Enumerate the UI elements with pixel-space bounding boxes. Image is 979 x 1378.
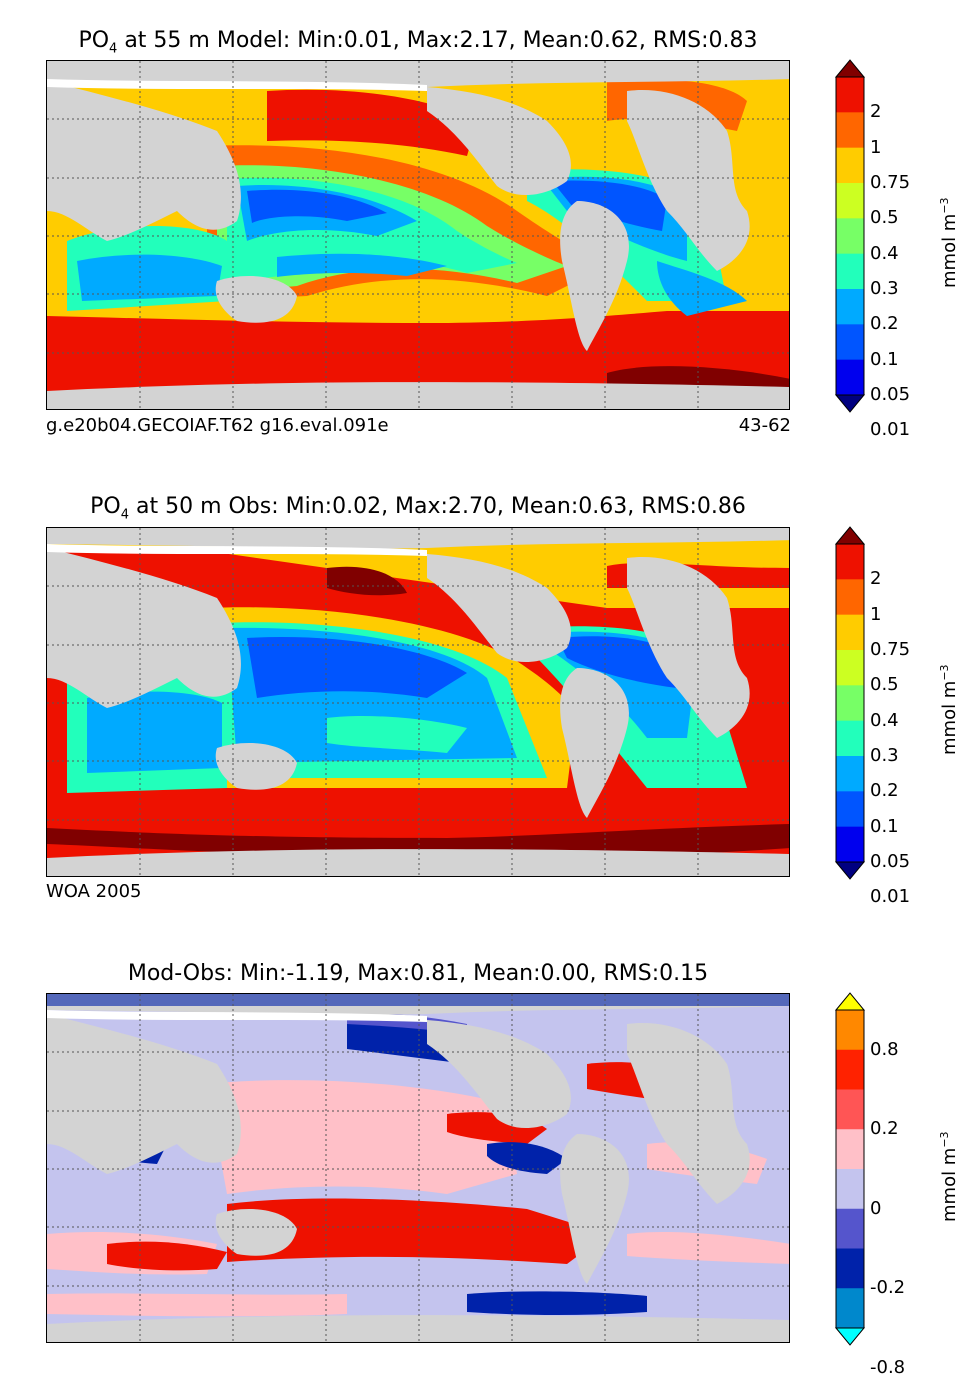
colorbar-segment [836,1208,864,1249]
colorbar-segment [836,791,864,828]
colorbar-tick-label: 0.3 [870,278,899,299]
colorbar-segment [836,1049,864,1090]
colorbar-tick-label: 0.2 [870,780,899,802]
colorbar-tick-label: -0.2 [870,1277,906,1299]
colorbar-segment [836,289,864,325]
colorbar-segment [836,359,864,396]
map-diff [46,993,790,1343]
colorbar-segment [836,147,864,184]
colorbar-tick-label: -0.8 [870,1356,906,1378]
colorbar-segment [836,1010,864,1051]
map-model [46,60,790,410]
colorbar-segment [836,253,864,290]
colorbar-segment [836,218,864,255]
colorbar-unit-label: mmol m−3 [938,664,960,755]
colorbar-tick-label: 0.1 [870,815,899,837]
colorbar-tick-label: 0.75 [870,639,911,660]
colorbar-segment [836,756,864,792]
colorbar-segment [836,324,864,361]
map-obs [46,527,790,877]
footer-left: WOA 2005 [46,881,142,902]
colorbar-frame [835,76,865,396]
colorbar-tick-label: 0.4 [870,242,899,264]
colorbar-unit-label: mmol m−3 [938,197,960,288]
colorbar-extend-bottom [834,1327,866,1346]
colorbar-extend-top [834,526,866,545]
colorbar-segment [836,579,864,616]
colorbar-tick-label: 2 [870,101,882,123]
footer-left: g.e20b04.GECOIAF.T62 g16.eval.091e [46,415,389,436]
colorbar-tick-label: 0.1 [870,348,899,370]
colorbar-tick-label: 0.5 [870,674,899,696]
colorbar-frame [835,1009,865,1329]
colorbar-segment [836,1129,864,1170]
colorbar-segment [836,1248,864,1289]
colorbar-tick-label: 0.4 [870,709,899,731]
colorbar-frame [835,543,865,863]
colorbar-tick-label: 0.01 [870,886,911,908]
colorbar-unit-label: mmol m−3 [938,1131,960,1222]
colorbar-tick-label: 2 [870,568,882,590]
colorbar-tick-label: 0.05 [870,384,911,405]
colorbar-segment [836,650,864,686]
panel-title: PO4 at 50 m Obs: Min:0.02, Max:2.70, Mea… [90,494,746,523]
colorbar-tick-label: 0.2 [870,313,899,335]
colorbar-segment [836,720,864,757]
colorbar-tick-label: 1 [870,136,882,158]
colorbar-segment [836,614,864,651]
panel-title: Mod-Obs: Min:-1.19, Max:0.81, Mean:0.00,… [127,961,709,986]
colorbar-svg [834,992,866,1346]
colorbar [834,992,866,1346]
colorbar-segment [836,1288,864,1329]
colorbar-segment [836,1169,864,1210]
colorbar-svg [834,526,866,880]
colorbar-segment [836,112,864,149]
colorbar-segment [836,826,864,863]
colorbar [834,526,866,880]
colorbar-extend-top [834,59,866,78]
colorbar-tick-label: 0 [870,1197,882,1219]
colorbar-extend-bottom [834,394,866,413]
colorbar-tick-label: 0.5 [870,207,899,229]
colorbar-tick-label: 0.3 [870,745,899,766]
colorbar-svg [834,59,866,413]
panel-title: PO4 at 55 m Model: Min:0.01, Max:2.17, M… [78,28,758,57]
colorbar-segment [836,183,864,219]
colorbar-extend-top [834,992,866,1011]
colorbar-segment [836,1089,864,1130]
colorbar [834,59,866,413]
colorbar-segment [836,685,864,722]
footer-right: 43-62 [738,415,791,436]
colorbar-extend-bottom [834,861,866,880]
colorbar-segment [836,544,864,580]
colorbar-tick-label: 0.01 [870,419,911,441]
colorbar-segment [836,77,864,113]
colorbar-tick-label: 1 [870,603,882,625]
colorbar-tick-label: 0.75 [870,172,911,193]
colorbar-tick-label: 0.05 [870,851,911,872]
colorbar-tick-label: 0.2 [870,1118,899,1140]
colorbar-tick-label: 0.8 [870,1038,899,1060]
